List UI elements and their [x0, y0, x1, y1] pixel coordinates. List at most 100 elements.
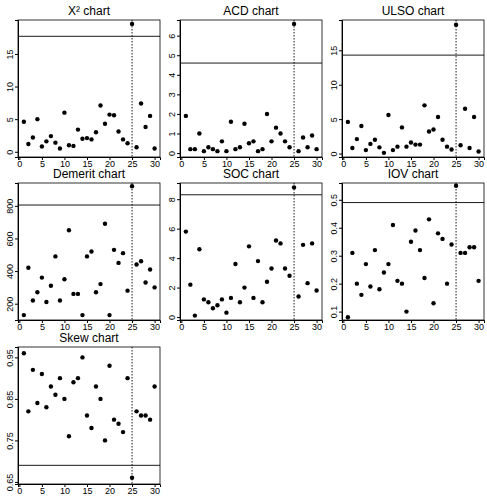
y-tick-label: 0.95: [5, 349, 15, 367]
point: [125, 376, 129, 380]
y-tick-mark: [339, 85, 342, 86]
y-axis: 200400600800: [5, 184, 19, 321]
point: [431, 127, 435, 131]
x-tick: 30: [150, 157, 160, 169]
point: [49, 134, 53, 138]
point: [301, 243, 305, 247]
point: [89, 426, 93, 430]
x-tick-label: 0: [17, 322, 22, 332]
y-tick-mark: [339, 200, 342, 201]
signal-line: [456, 20, 457, 157]
y-tick-mark: [15, 399, 18, 400]
point: [287, 145, 291, 149]
x-tick-label: 15: [244, 322, 254, 332]
point: [148, 114, 152, 118]
point: [152, 384, 156, 388]
y-tick: 4: [167, 73, 180, 78]
x-tick: 0: [341, 320, 346, 332]
x-tick-label: 30: [312, 322, 322, 332]
point: [391, 148, 395, 152]
y-tick-mark: [339, 256, 342, 257]
point: [40, 372, 44, 376]
point: [22, 120, 26, 124]
y-tick: 1: [167, 132, 180, 137]
point: [26, 266, 30, 270]
point: [359, 293, 363, 297]
y-tick-mark: [177, 229, 180, 230]
point: [467, 245, 471, 249]
point: [404, 309, 408, 313]
point: [67, 228, 71, 232]
point: [58, 376, 62, 380]
x-tick-label: 10: [60, 486, 70, 496]
point: [193, 313, 197, 317]
x-tick: 15: [244, 320, 254, 332]
point: [238, 300, 242, 304]
point: [229, 296, 233, 300]
y-tick-mark: [15, 206, 18, 207]
y-tick: 0: [329, 152, 342, 157]
y-tick: 5: [167, 53, 180, 58]
point: [242, 285, 246, 289]
point: [211, 147, 215, 151]
y-axis-line: [339, 21, 343, 158]
point: [67, 434, 71, 438]
y-tick: 800: [5, 199, 18, 214]
x-axis: 051015202530: [179, 320, 322, 332]
point: [202, 297, 206, 301]
y-tick-label: 0: [5, 150, 15, 155]
point: [359, 124, 363, 128]
point: [373, 138, 377, 142]
y-tick-mark: [15, 271, 18, 272]
x-tick-label: 20: [267, 322, 277, 332]
point: [238, 145, 242, 149]
x-tick: 30: [474, 157, 484, 169]
signal-line: [132, 347, 133, 484]
point: [377, 287, 381, 291]
point: [89, 137, 93, 141]
plot-area: [18, 183, 160, 320]
point: [269, 266, 273, 270]
point: [310, 133, 314, 137]
x-tick: 20: [429, 320, 439, 332]
y-tick-mark: [177, 199, 180, 200]
y-tick: 0: [167, 315, 180, 320]
point: [40, 275, 44, 279]
point: [58, 298, 62, 302]
point: [116, 261, 120, 265]
point: [418, 248, 422, 252]
y-tick-label: 4: [167, 256, 177, 261]
point: [107, 363, 111, 367]
point: [463, 251, 467, 255]
x-tick-label: 5: [40, 486, 45, 496]
y-tick: 3: [167, 92, 180, 97]
point: [382, 151, 386, 155]
x-tick-label: 10: [384, 322, 394, 332]
point: [440, 237, 444, 241]
plot-area: [180, 20, 322, 157]
point: [310, 241, 314, 245]
y-tick: 2: [167, 112, 180, 117]
plot-frame: [342, 183, 484, 320]
point: [184, 229, 188, 233]
y-axis-line: [15, 184, 19, 321]
point: [35, 117, 39, 121]
point: [76, 292, 80, 296]
y-axis: 0.650.750.850.95: [5, 348, 19, 492]
x-tick-label: 20: [105, 486, 115, 496]
point: [256, 259, 260, 263]
panel: 051015202530051015ULSO chart: [329, 4, 485, 169]
point: [440, 138, 444, 142]
x-tick: 25: [128, 320, 138, 332]
x-tick: 0: [17, 484, 22, 496]
point: [35, 290, 39, 294]
x-tick: 15: [82, 484, 92, 496]
x-axis: 051015202530: [17, 484, 160, 496]
x-tick: 25: [128, 157, 138, 169]
signal-line: [294, 20, 295, 157]
y-tick-label: 0.65: [5, 474, 15, 492]
point: [80, 137, 84, 141]
x-tick: 0: [17, 320, 22, 332]
y-tick: 0.4: [329, 222, 342, 235]
y-tick-label: 0.75: [5, 432, 15, 450]
